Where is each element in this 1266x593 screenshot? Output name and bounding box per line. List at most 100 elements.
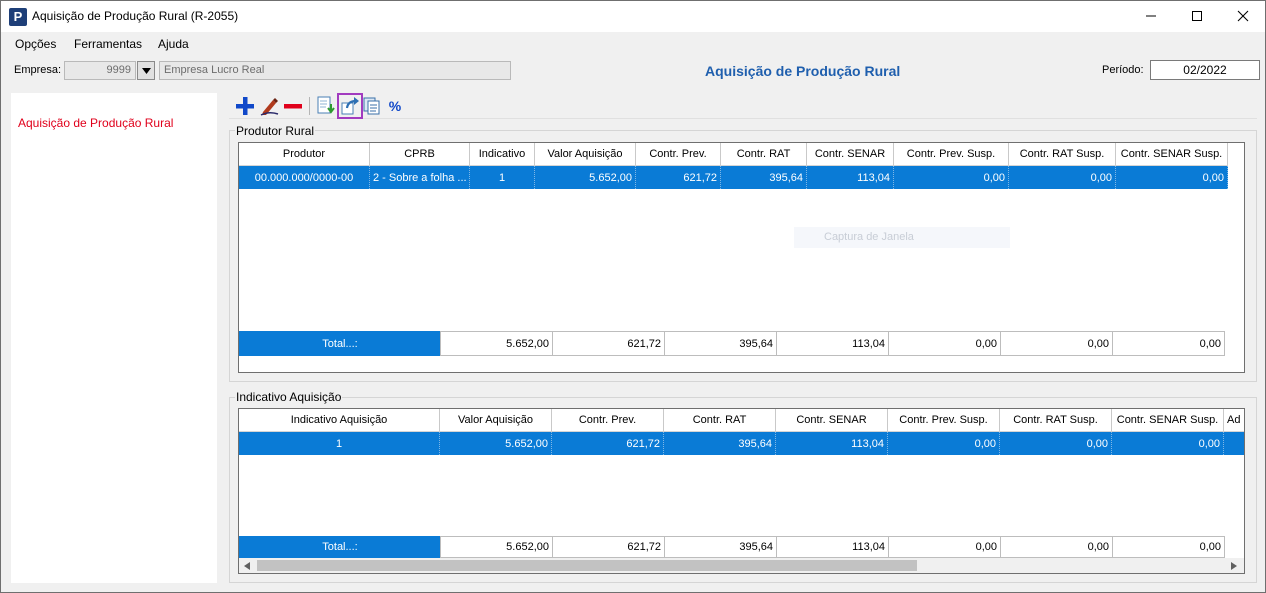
- produtor-header-row: Produtor CPRB Indicativo Valor Aquisição…: [239, 143, 1228, 166]
- remove-button[interactable]: [282, 95, 304, 117]
- produtor-total-row: Total...: 5.652,00 621,72 395,64 113,04 …: [239, 331, 1225, 356]
- window-title: Aquisição de Produção Rural (R-2055): [32, 9, 239, 23]
- total-label: Total...:: [239, 536, 441, 558]
- toolbar-divider: [309, 97, 310, 115]
- col-header-valor-aquisicao[interactable]: Valor Aquisição: [535, 143, 636, 166]
- cell-contr-senar[interactable]: 113,04: [776, 432, 888, 455]
- import-button[interactable]: [315, 95, 337, 117]
- cell-produtor[interactable]: 00.000.000/0000-00: [239, 166, 370, 189]
- percent-button[interactable]: %: [384, 95, 406, 117]
- table-row[interactable]: 00.000.000/0000-00 2 - Sobre a folha ...…: [239, 166, 1228, 189]
- window-capture-tooltip: Captura de Janela: [794, 227, 1010, 248]
- col-header-contr-prev[interactable]: Contr. Prev.: [552, 409, 664, 432]
- col-header-contr-prev-susp[interactable]: Contr. Prev. Susp.: [894, 143, 1009, 166]
- col-header-contr-senar-susp[interactable]: Contr. SENAR Susp.: [1112, 409, 1224, 432]
- page-heading: Aquisição de Produção Rural: [705, 63, 901, 79]
- col-header-contr-rat[interactable]: Contr. RAT: [664, 409, 776, 432]
- export-icon: [341, 97, 359, 115]
- copy-icon: [363, 97, 380, 115]
- col-header-cprb[interactable]: CPRB: [370, 143, 470, 166]
- total-contr-senar-susp: 0,00: [1112, 536, 1225, 558]
- cell-contr-senar-susp[interactable]: 0,00: [1116, 166, 1228, 189]
- cell-indicativo-aquisicao[interactable]: 1: [239, 432, 440, 455]
- cell-contr-prev[interactable]: 621,72: [552, 432, 664, 455]
- menu-bar: Opções Ferramentas Ajuda: [1, 32, 1265, 56]
- horizontal-scrollbar[interactable]: [239, 558, 1244, 573]
- close-icon: [1237, 10, 1249, 22]
- cell-valor-aquisicao[interactable]: 5.652,00: [440, 432, 552, 455]
- cell-ad[interactable]: [1224, 432, 1244, 455]
- col-header-contr-rat[interactable]: Contr. RAT: [721, 143, 807, 166]
- percent-icon: %: [388, 98, 402, 114]
- import-icon: [317, 96, 335, 114]
- sidebar-panel: Aquisição de Produção Rural: [11, 93, 217, 583]
- cell-indicativo[interactable]: 1: [470, 166, 535, 189]
- col-header-contr-senar-susp[interactable]: Contr. SENAR Susp.: [1116, 143, 1228, 166]
- menu-ferramentas[interactable]: Ferramentas: [74, 37, 143, 51]
- cell-contr-rat[interactable]: 395,64: [664, 432, 776, 455]
- total-contr-rat-susp: 0,00: [1000, 536, 1113, 558]
- col-header-ad[interactable]: Ad: [1224, 409, 1244, 432]
- edit-icon: [260, 98, 279, 116]
- empresa-code-field[interactable]: 9999: [64, 61, 136, 80]
- total-contr-rat: 395,64: [664, 536, 777, 558]
- indicativo-group: [229, 397, 1257, 583]
- cell-contr-prev-susp[interactable]: 0,00: [894, 166, 1009, 189]
- col-header-contr-prev-susp[interactable]: Contr. Prev. Susp.: [888, 409, 1000, 432]
- scroll-left-icon: [244, 562, 250, 570]
- col-header-contr-senar[interactable]: Contr. SENAR: [807, 143, 894, 166]
- col-header-contr-senar[interactable]: Contr. SENAR: [776, 409, 888, 432]
- total-contr-senar: 113,04: [776, 331, 889, 356]
- col-header-valor-aquisicao[interactable]: Valor Aquisição: [440, 409, 552, 432]
- periodo-input[interactable]: 02/2022: [1150, 60, 1260, 80]
- minimize-button[interactable]: [1128, 1, 1174, 31]
- app-logo-icon: P: [9, 8, 27, 26]
- cell-contr-senar-susp[interactable]: 0,00: [1112, 432, 1224, 455]
- minimize-icon: [1146, 15, 1156, 17]
- scroll-left-button[interactable]: [242, 561, 252, 571]
- copy-button[interactable]: [361, 95, 383, 117]
- col-header-indicativo[interactable]: Indicativo: [470, 143, 535, 166]
- add-button[interactable]: [234, 95, 256, 117]
- tooltip-text: Captura de Janela: [824, 231, 914, 243]
- total-contr-prev-susp: 0,00: [888, 536, 1001, 558]
- col-header-contr-rat-susp[interactable]: Contr. RAT Susp.: [1009, 143, 1116, 166]
- total-contr-rat-susp: 0,00: [1000, 331, 1113, 356]
- maximize-button[interactable]: [1174, 1, 1220, 31]
- cell-valor-aquisicao[interactable]: 5.652,00: [535, 166, 636, 189]
- cell-contr-prev[interactable]: 621,72: [636, 166, 721, 189]
- menu-opcoes[interactable]: Opções: [15, 37, 57, 51]
- cell-contr-rat-susp[interactable]: 0,00: [1009, 166, 1116, 189]
- indicativo-grid: Indicativo Aquisição Valor Aquisição Con…: [238, 408, 1245, 574]
- export-button[interactable]: [337, 93, 363, 119]
- edit-button[interactable]: [258, 95, 280, 117]
- cell-contr-senar[interactable]: 113,04: [807, 166, 894, 189]
- empresa-name-field: Empresa Lucro Real: [159, 61, 511, 80]
- empresa-label: Empresa:: [14, 64, 62, 76]
- menu-ajuda[interactable]: Ajuda: [158, 37, 189, 51]
- toolbar: %: [229, 93, 1257, 119]
- scroll-thumb[interactable]: [257, 560, 917, 571]
- col-header-contr-prev[interactable]: Contr. Prev.: [636, 143, 721, 166]
- col-header-produtor[interactable]: Produtor: [239, 143, 370, 166]
- cell-contr-rat-susp[interactable]: 0,00: [1000, 432, 1112, 455]
- produtor-rural-title: Produtor Rural: [235, 124, 316, 138]
- close-button[interactable]: [1220, 1, 1266, 31]
- periodo-label: Período:: [1102, 64, 1144, 76]
- cell-contr-rat[interactable]: 395,64: [721, 166, 807, 189]
- empresa-dropdown-button[interactable]: [137, 61, 155, 80]
- scroll-right-button[interactable]: [1229, 561, 1239, 571]
- table-row[interactable]: 1 5.652,00 621,72 395,64 113,04 0,00 0,0…: [239, 432, 1244, 455]
- col-header-indicativo-aquisicao[interactable]: Indicativo Aquisição: [239, 409, 440, 432]
- col-header-contr-rat-susp[interactable]: Contr. RAT Susp.: [1000, 409, 1112, 432]
- total-valor-aquisicao: 5.652,00: [440, 331, 553, 356]
- total-contr-prev: 621,72: [552, 536, 665, 558]
- cell-cprb[interactable]: 2 - Sobre a folha ...: [370, 166, 470, 189]
- dropdown-arrow-icon: [141, 67, 151, 74]
- produtor-grid: Produtor CPRB Indicativo Valor Aquisição…: [238, 142, 1245, 373]
- total-contr-prev: 621,72: [552, 331, 665, 356]
- total-contr-prev-susp: 0,00: [888, 331, 1001, 356]
- cell-contr-prev-susp[interactable]: 0,00: [888, 432, 1000, 455]
- sidebar-item-aquisicao[interactable]: Aquisição de Produção Rural: [18, 116, 174, 130]
